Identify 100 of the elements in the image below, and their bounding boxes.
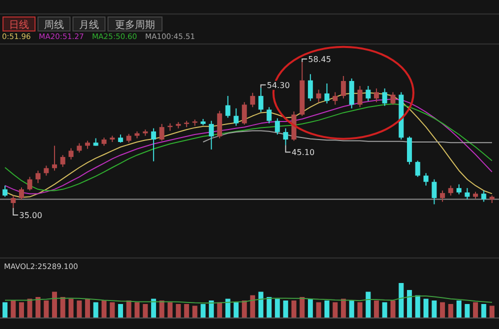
bar xyxy=(217,302,222,318)
candlestick xyxy=(258,87,264,113)
candlestick xyxy=(316,89,322,103)
bar xyxy=(258,292,264,318)
bar xyxy=(308,298,313,318)
bar xyxy=(374,300,379,318)
candlestick xyxy=(440,190,445,202)
bar xyxy=(242,300,247,318)
text: 月线 xyxy=(79,19,99,31)
candlestick xyxy=(349,78,354,109)
bar xyxy=(490,306,494,318)
candlestick xyxy=(151,128,156,162)
bar xyxy=(142,304,148,318)
bar xyxy=(126,300,132,318)
candlestick xyxy=(250,92,256,108)
candlestick xyxy=(324,82,330,104)
bar xyxy=(151,298,156,318)
bar xyxy=(274,298,280,318)
bar xyxy=(398,283,404,318)
candlestick xyxy=(68,148,74,160)
bar xyxy=(52,292,57,318)
candlestick xyxy=(332,92,338,106)
bar xyxy=(266,297,272,318)
bar xyxy=(349,300,354,318)
bar xyxy=(110,302,115,318)
candlestick xyxy=(415,160,420,178)
bar xyxy=(332,302,338,318)
candlestick xyxy=(234,108,239,126)
text: 周线 xyxy=(44,19,64,31)
bar xyxy=(366,292,371,318)
candlestick xyxy=(274,118,280,136)
bar xyxy=(300,297,305,318)
bar xyxy=(168,302,173,318)
bar xyxy=(382,302,388,318)
bar xyxy=(440,302,445,318)
bar xyxy=(208,300,214,318)
bar xyxy=(316,302,322,318)
bar xyxy=(76,300,82,318)
candlestick xyxy=(456,184,462,195)
candlestick xyxy=(266,106,272,124)
bar xyxy=(283,300,288,318)
bar xyxy=(159,300,164,318)
candlestick xyxy=(481,190,486,202)
bar xyxy=(2,302,8,318)
candlestick xyxy=(19,186,24,200)
candlestick xyxy=(60,154,66,168)
annotation: 58.45 xyxy=(308,55,332,64)
bar xyxy=(432,300,437,318)
text: 更多周期 xyxy=(115,19,155,31)
bar xyxy=(324,300,330,318)
candlestick xyxy=(217,110,222,139)
bar xyxy=(340,298,346,318)
candlestick xyxy=(159,123,164,142)
candlestick xyxy=(432,178,437,205)
candlestick xyxy=(10,195,16,208)
bar xyxy=(225,298,230,318)
candlestick xyxy=(27,176,32,192)
candlestick xyxy=(283,128,288,146)
candlestick xyxy=(308,74,313,102)
candlestick xyxy=(464,188,470,200)
candlestick xyxy=(52,145,57,172)
text: 日线 xyxy=(9,19,29,31)
bar xyxy=(415,295,420,318)
text: 35.00 xyxy=(19,211,42,220)
bar xyxy=(456,300,462,318)
candlestick xyxy=(390,92,396,106)
bar xyxy=(406,290,412,318)
candlestick xyxy=(2,185,8,198)
bar xyxy=(85,298,90,318)
bar xyxy=(192,306,198,318)
candlestick xyxy=(374,88,379,103)
candlestick xyxy=(448,185,454,196)
candlestick xyxy=(208,120,214,150)
bar xyxy=(68,298,74,318)
bar xyxy=(60,297,66,318)
bar xyxy=(250,295,256,318)
annotation: 45.10 xyxy=(292,148,315,158)
candlestick xyxy=(357,85,362,108)
bar xyxy=(134,302,140,318)
bar xyxy=(176,304,181,318)
candlestick xyxy=(36,170,40,184)
candlestick xyxy=(423,172,428,186)
annotation: 54.30 xyxy=(266,80,290,90)
bar xyxy=(357,302,362,318)
bar xyxy=(390,300,396,318)
bar xyxy=(234,302,239,318)
candlestick xyxy=(225,95,230,118)
bar xyxy=(19,302,24,318)
bar xyxy=(93,302,98,318)
candlestick xyxy=(76,142,82,154)
bar xyxy=(291,300,296,318)
candlestick xyxy=(366,85,371,102)
bar xyxy=(102,300,107,318)
bar xyxy=(423,298,428,318)
candlestick xyxy=(44,165,49,176)
bar xyxy=(200,304,206,318)
bar xyxy=(184,304,190,318)
bar xyxy=(36,297,40,318)
bar xyxy=(473,302,478,318)
candlestick xyxy=(242,102,247,126)
